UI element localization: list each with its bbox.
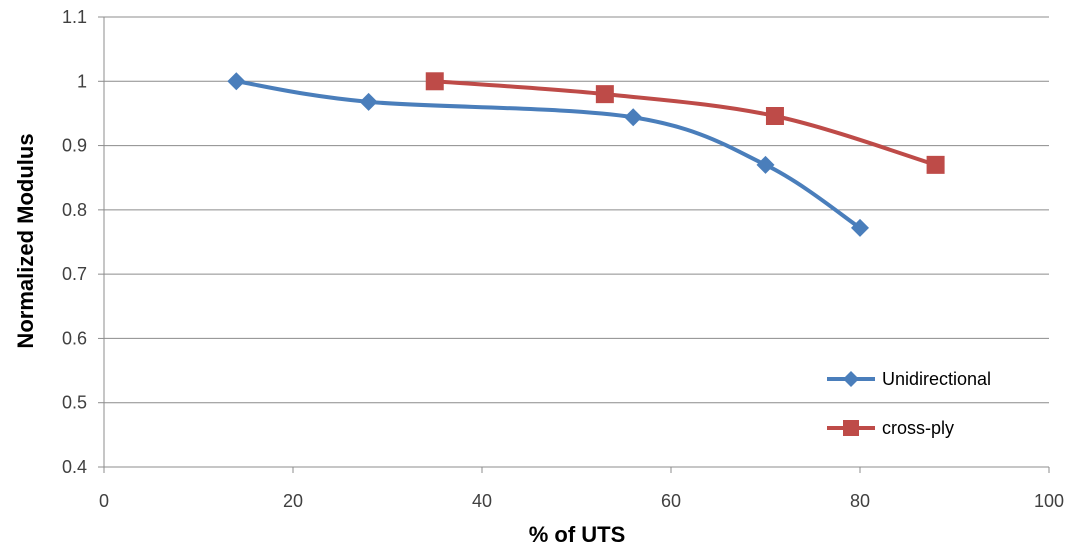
data-point-diamond bbox=[359, 92, 378, 111]
x-tick-labels: 0 20 40 60 80 100 bbox=[99, 491, 1064, 511]
x-tick-label: 40 bbox=[472, 491, 492, 511]
y-axis-title: Normalized Modulus bbox=[13, 133, 38, 348]
x-tick-label: 60 bbox=[661, 491, 681, 511]
x-tick-label: 20 bbox=[283, 491, 303, 511]
x-tick-label: 80 bbox=[850, 491, 870, 511]
series-unidirectional bbox=[227, 72, 869, 237]
y-tick-label: 0.6 bbox=[62, 328, 87, 348]
data-point-square bbox=[595, 85, 614, 104]
legend-label: Unidirectional bbox=[882, 369, 991, 389]
data-point-diamond bbox=[624, 108, 643, 127]
data-point-diamond bbox=[227, 72, 246, 91]
series-line bbox=[234, 79, 862, 230]
y-tick-label: 0.7 bbox=[62, 264, 87, 284]
y-tick-label: 0.4 bbox=[62, 457, 87, 477]
axes bbox=[98, 16, 1050, 473]
y-tick-labels: 0.4 0.5 0.6 0.7 0.8 0.9 1 1.1 bbox=[62, 7, 87, 477]
y-tick-label: 0.9 bbox=[62, 136, 87, 156]
y-tick-label: 0.5 bbox=[62, 393, 87, 413]
data-point-square bbox=[843, 420, 859, 436]
legend: Unidirectional cross-ply bbox=[827, 369, 991, 438]
data-point-diamond bbox=[851, 218, 869, 237]
x-tick-label: 0 bbox=[99, 491, 109, 511]
y-tick-label: 1 bbox=[77, 71, 87, 91]
legend-item: cross-ply bbox=[827, 418, 954, 438]
y-tick-label: 0.8 bbox=[62, 200, 87, 220]
data-point-square bbox=[926, 155, 945, 174]
series-line bbox=[432, 79, 938, 167]
legend-item: Unidirectional bbox=[827, 369, 991, 389]
data-point-square bbox=[425, 72, 444, 91]
x-axis-title: % of UTS bbox=[529, 522, 626, 547]
x-tick-label: 100 bbox=[1034, 491, 1064, 511]
data-point-square bbox=[765, 107, 784, 125]
y-tick-label: 1.1 bbox=[62, 7, 87, 27]
data-point-diamond bbox=[756, 155, 775, 174]
data-point-diamond bbox=[843, 371, 859, 387]
grid-lines bbox=[104, 16, 1049, 404]
legend-label: cross-ply bbox=[882, 418, 954, 438]
series-group bbox=[227, 72, 945, 237]
series-cross-ply bbox=[425, 72, 945, 174]
